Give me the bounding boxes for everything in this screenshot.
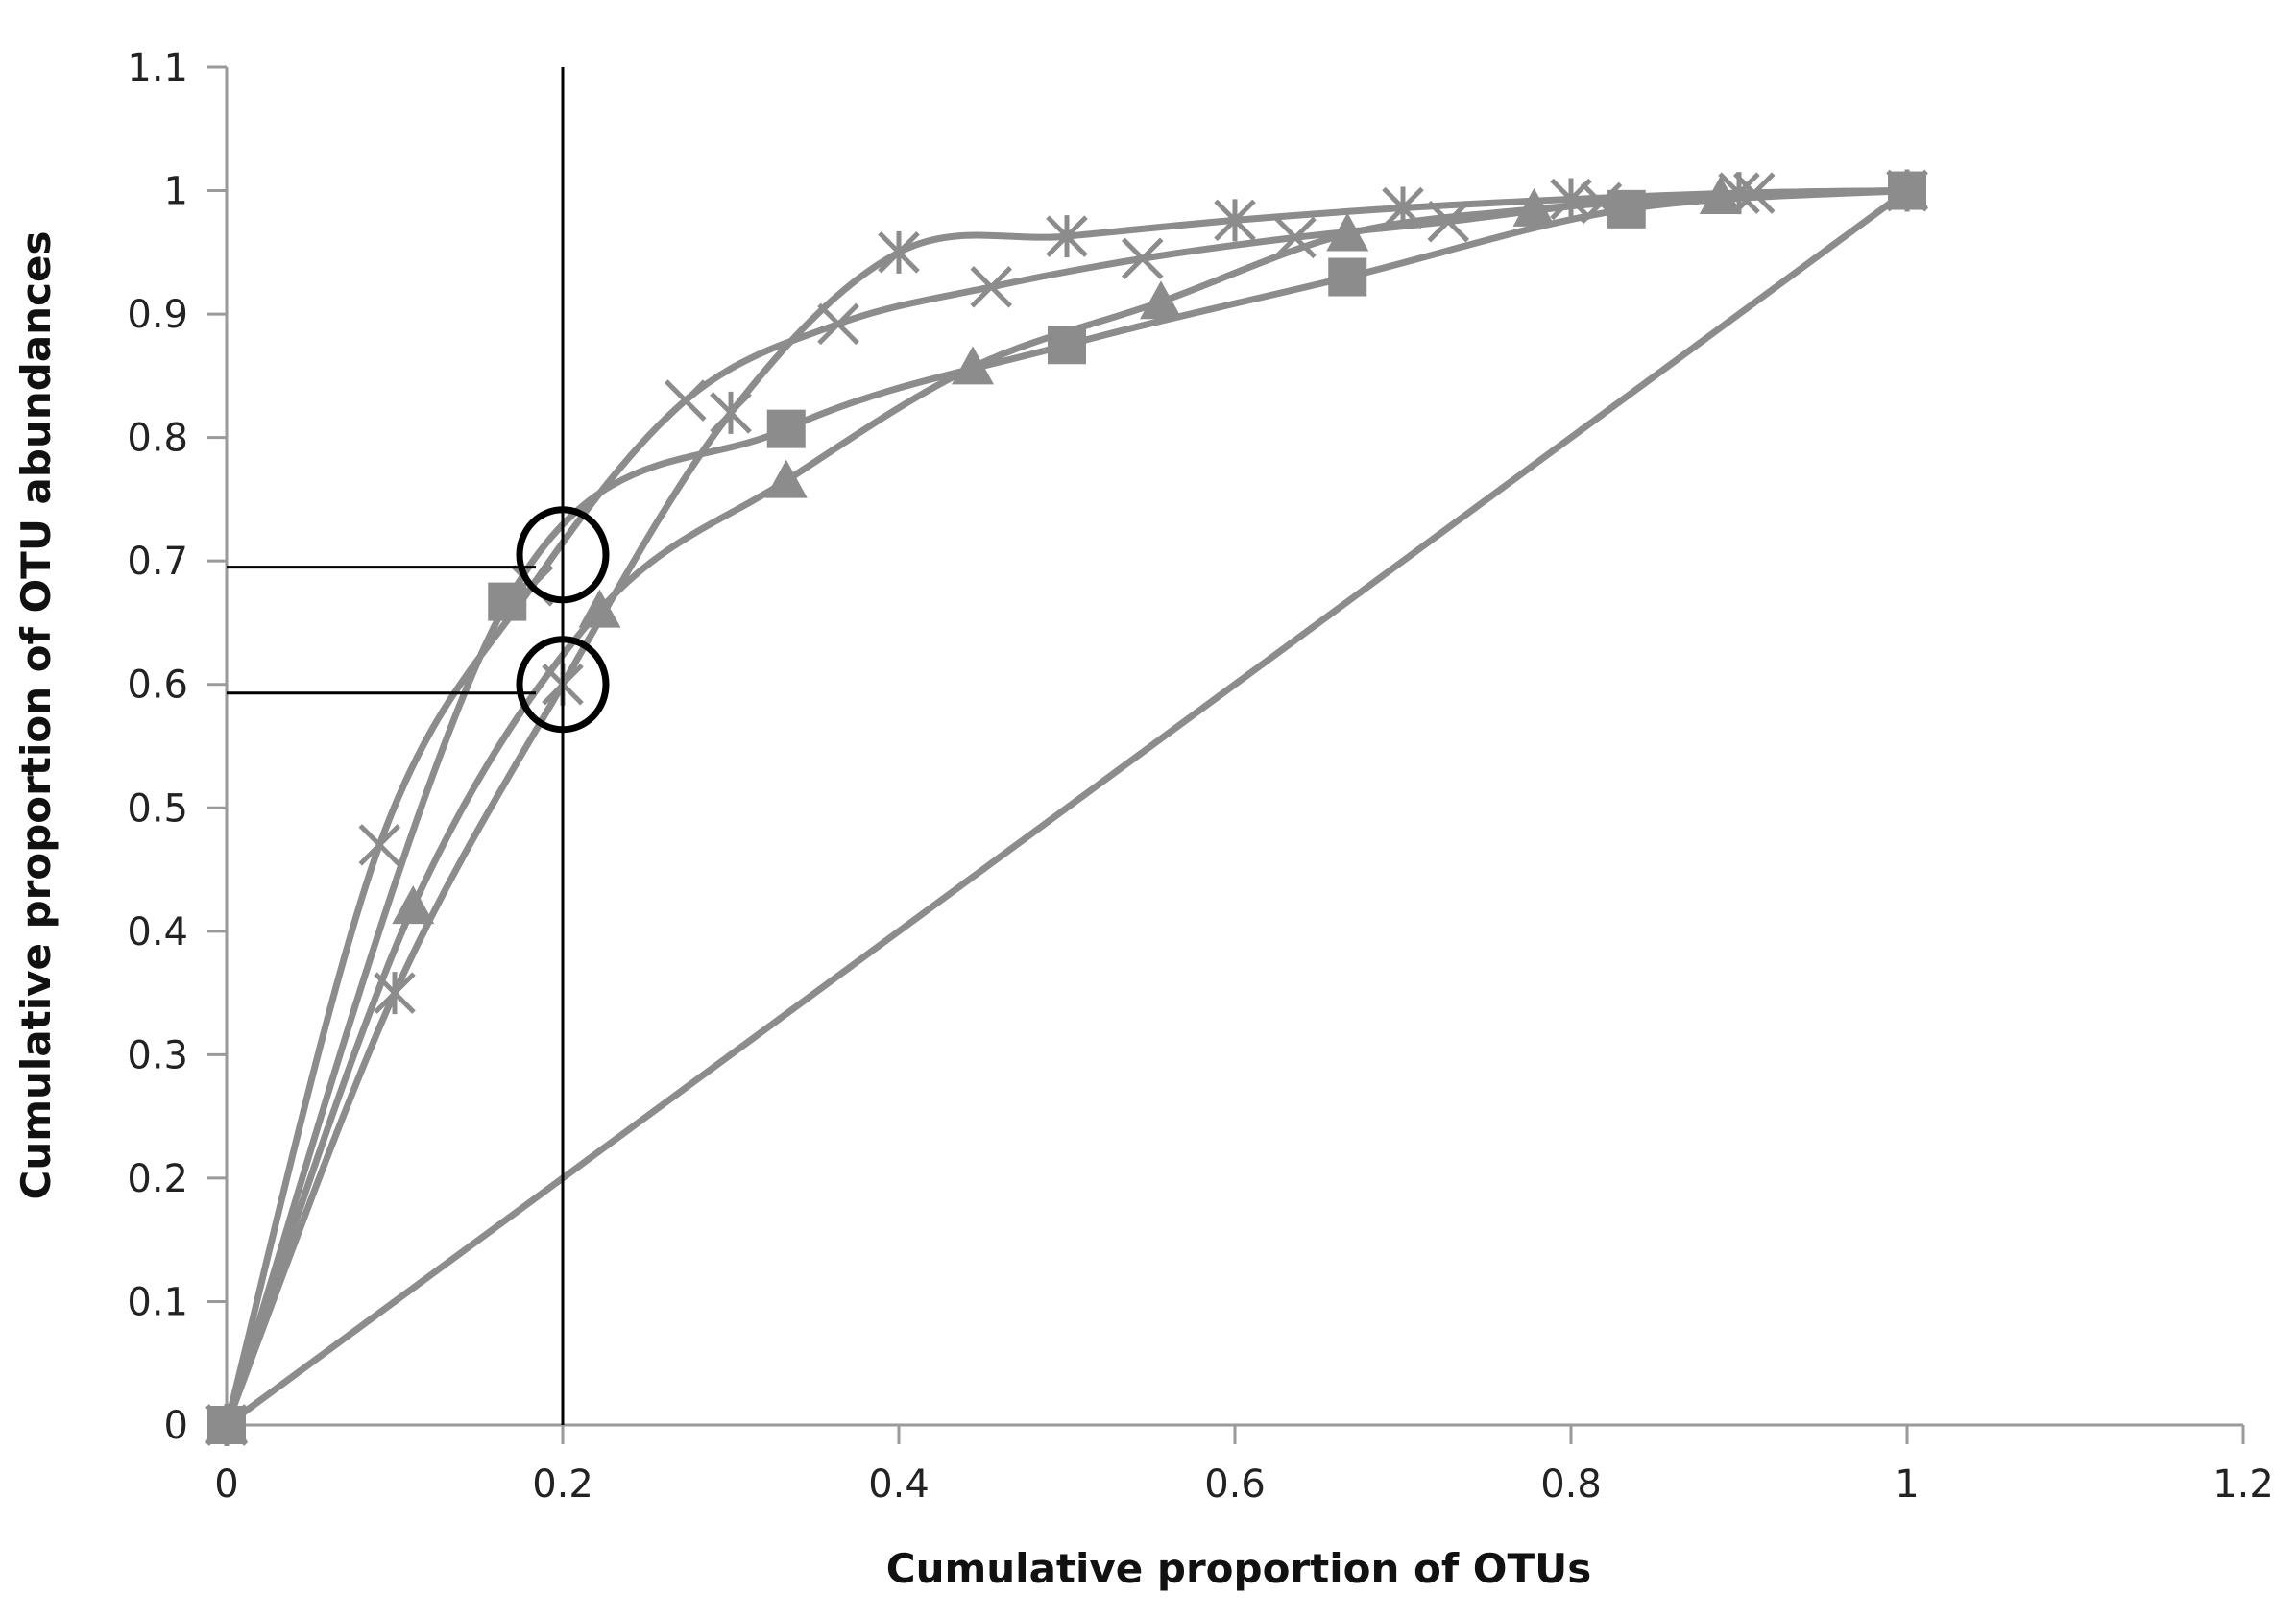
series-3-point-7 bbox=[1382, 186, 1424, 229]
series-2-point-1 bbox=[358, 824, 401, 866]
series-layer bbox=[205, 169, 1928, 1446]
y-tick-label-11: 1.1 bbox=[127, 46, 188, 90]
series-2-point-3 bbox=[664, 379, 707, 422]
series-3-line bbox=[223, 187, 1911, 1429]
y-axis-title: Cumulative proportion of OTU abundances bbox=[12, 231, 60, 1200]
series-2-point-7 bbox=[1274, 216, 1317, 259]
x-tick-label-2: 0.4 bbox=[868, 1462, 930, 1507]
annotation-circle-1 bbox=[516, 636, 610, 734]
x-tick-label-3: 0.6 bbox=[1204, 1462, 1266, 1507]
series-4 bbox=[223, 187, 1911, 1429]
x-tick-label-4: 0.8 bbox=[1540, 1462, 1602, 1507]
y-tick-label-9: 0.9 bbox=[127, 293, 188, 337]
axes: 0 0.1 0.2 0.3 0.4 0.5 0.6 0.7 0.8 0.9 1 1.1 0 0.2 0.4 0… bbox=[127, 46, 2273, 1507]
series-3-point-5 bbox=[1046, 215, 1088, 258]
series-3-point-1 bbox=[374, 972, 416, 1015]
y-tick-label-10: 1 bbox=[164, 170, 188, 214]
series-1-point-1 bbox=[392, 885, 435, 925]
x-axis-title: Cumulative proportion of OTUs bbox=[886, 1545, 1591, 1592]
series-0-point-4 bbox=[1328, 257, 1367, 297]
series-1-point-2 bbox=[578, 589, 621, 628]
x-tick-label-6: 1.2 bbox=[2212, 1462, 2274, 1507]
y-tick-label-3: 0.3 bbox=[127, 1033, 188, 1077]
y-tick-label-1: 0.1 bbox=[127, 1280, 188, 1324]
series-3-point-6 bbox=[1214, 199, 1256, 242]
annotation-layer bbox=[227, 67, 610, 1425]
y-tick-label-0: 0 bbox=[164, 1404, 188, 1448]
y-tick-label-4: 0.4 bbox=[127, 910, 188, 954]
series-3-point-4 bbox=[878, 230, 920, 274]
y-tick-label-2: 0.2 bbox=[127, 1157, 188, 1201]
series-1-point-4 bbox=[952, 346, 994, 385]
annotation-circle-0 bbox=[516, 506, 610, 604]
series-3-point-3 bbox=[710, 391, 752, 434]
series-0-point-2 bbox=[766, 409, 806, 448]
x-tick-label-5: 1 bbox=[1895, 1462, 1919, 1507]
y-tick-label-6: 0.6 bbox=[127, 664, 188, 708]
series-1-point-3 bbox=[764, 459, 808, 498]
series-2-point-6 bbox=[1121, 237, 1164, 280]
series-2-point-5 bbox=[970, 266, 1013, 308]
x-tick-label-0: 0 bbox=[214, 1462, 238, 1507]
series-3-point-9 bbox=[1718, 172, 1760, 215]
series-1-point-5 bbox=[1140, 280, 1182, 320]
x-tick-label-1: 0.2 bbox=[532, 1462, 593, 1507]
series-1-point-7 bbox=[1512, 187, 1556, 227]
y-tick-label-5: 0.5 bbox=[127, 786, 188, 831]
series-2-point-4 bbox=[817, 302, 859, 346]
y-tick-label-7: 0.7 bbox=[127, 540, 188, 584]
series-4-line bbox=[223, 187, 1911, 1429]
y-tick-label-8: 0.8 bbox=[127, 417, 188, 461]
series-3-point-8 bbox=[1550, 178, 1592, 221]
